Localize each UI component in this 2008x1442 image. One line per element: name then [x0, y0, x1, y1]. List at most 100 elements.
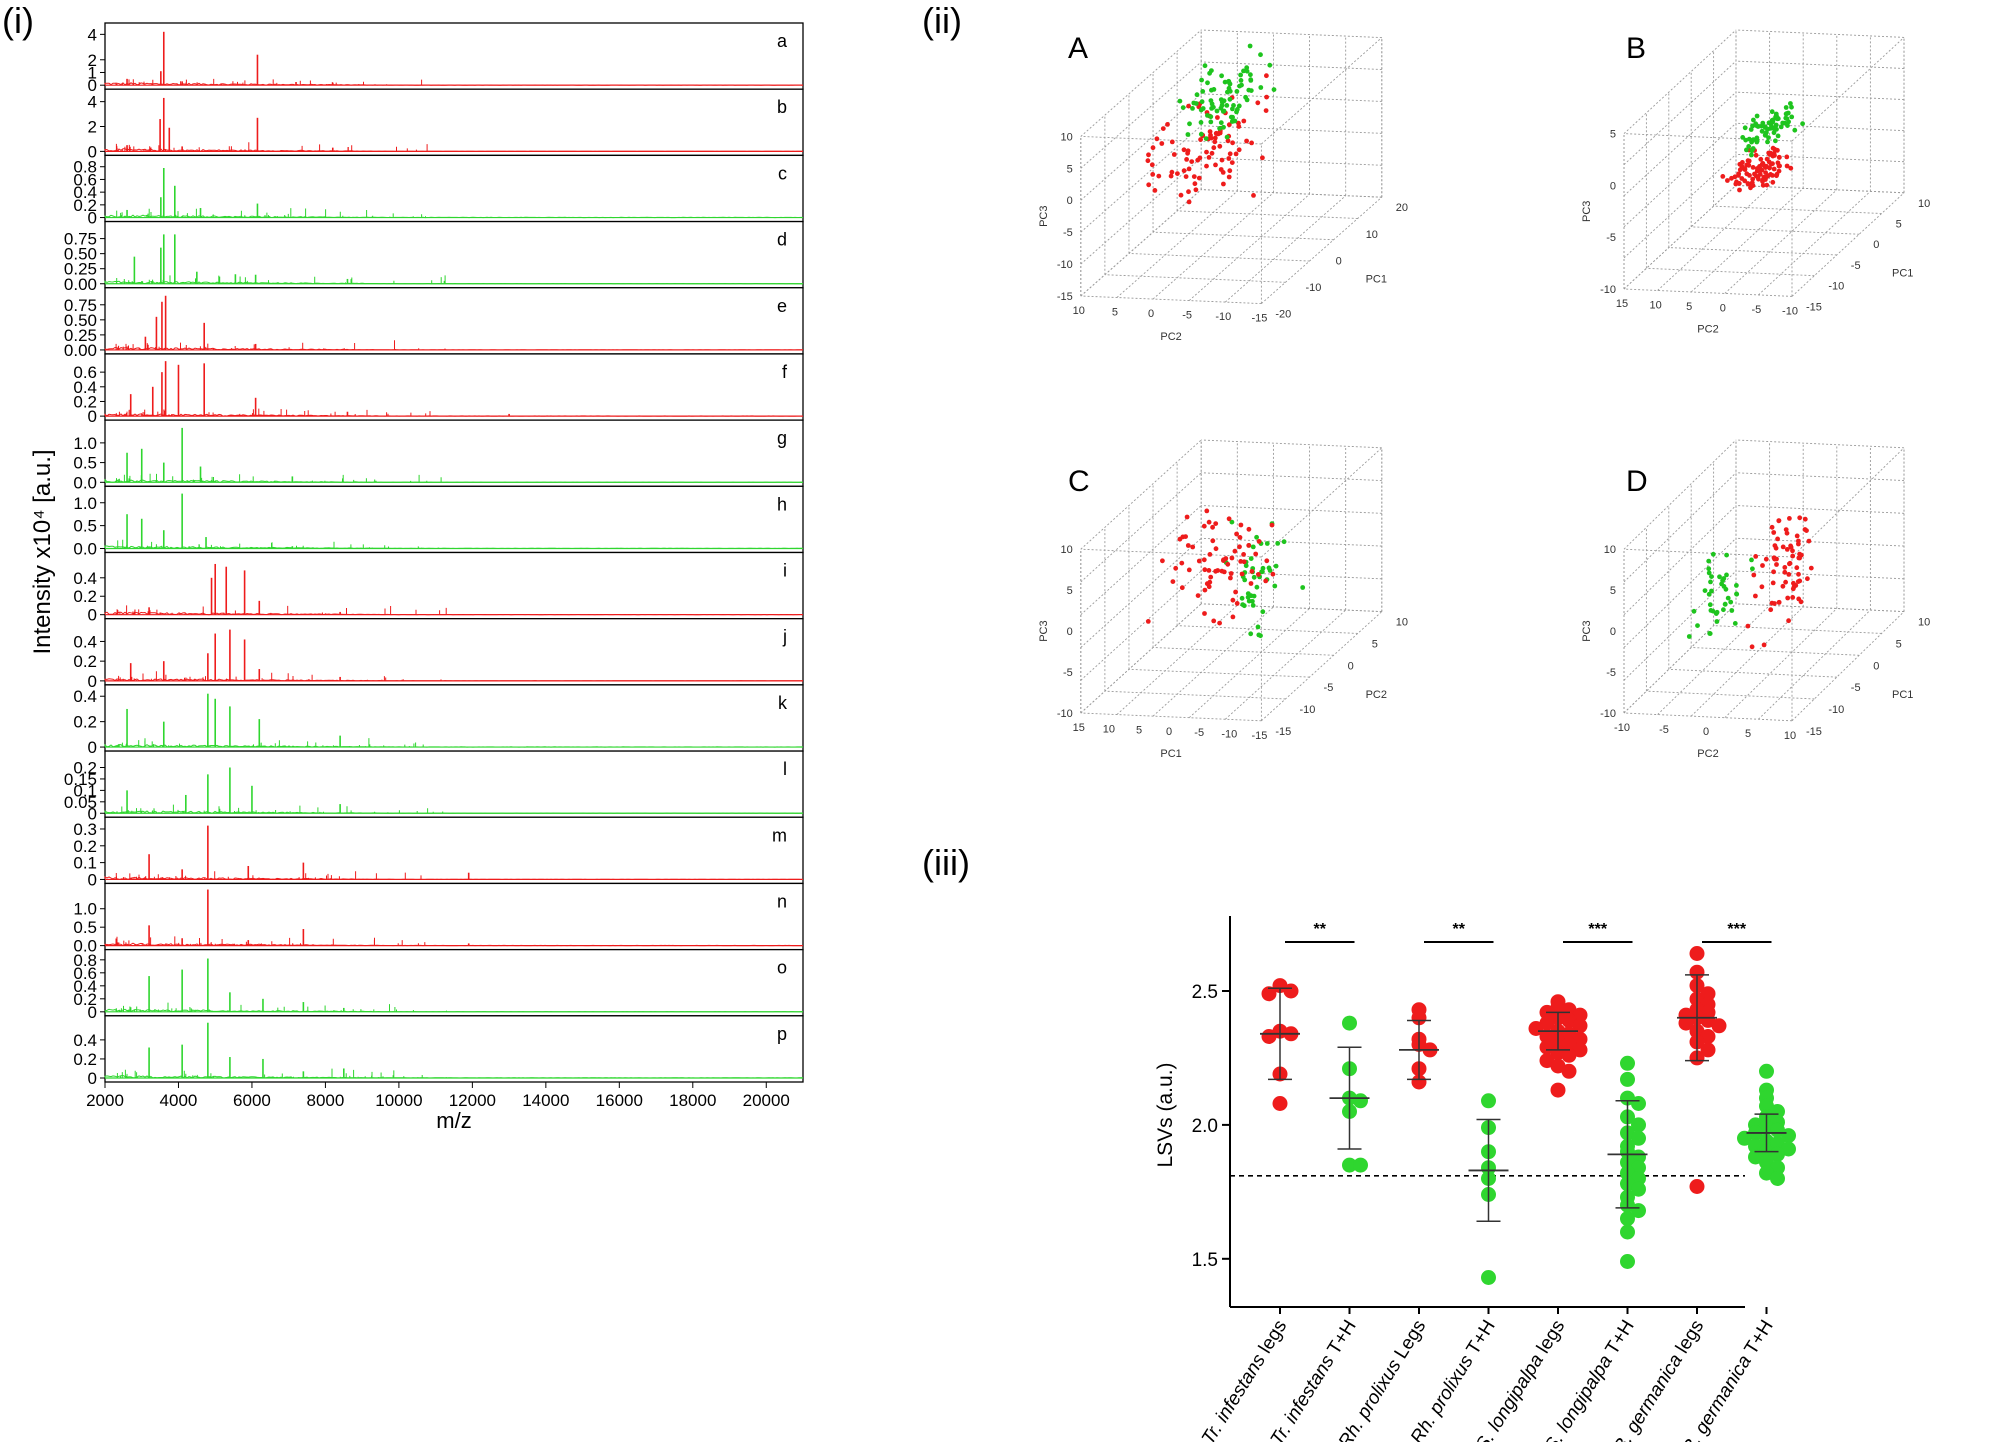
pca-point-red — [1785, 595, 1791, 601]
pca-point-green — [1203, 136, 1209, 142]
pca-point-red — [1186, 567, 1192, 573]
spectrum-frame — [104, 684, 804, 752]
pca-point-red — [1213, 568, 1218, 574]
grid-line — [1623, 122, 1737, 228]
y-tick-label: 0.6 — [73, 170, 97, 189]
pca-point-red — [1177, 536, 1183, 542]
pca-point-red — [1782, 569, 1788, 575]
pca-point-red — [1213, 546, 1219, 552]
box-edge — [1623, 133, 1793, 142]
pca-point-red — [1787, 561, 1792, 567]
pca-point-green — [1785, 110, 1791, 116]
axis-tick-label: 10 — [1396, 617, 1408, 629]
pca-point-red — [1169, 139, 1175, 145]
y-tick-label: 0.4 — [73, 378, 97, 397]
pca-point-green — [1706, 570, 1712, 576]
y-tick-label: 0.50 — [64, 245, 97, 264]
pca-point-green — [1208, 119, 1214, 125]
pca-point-red — [1788, 165, 1794, 171]
axis-tick-label: -10 — [1215, 311, 1231, 323]
spectrum-panel: 00.20.40.60.8 c — [73, 154, 804, 228]
lsv-point — [1353, 1157, 1368, 1173]
axis-tick-label: 5 — [1896, 638, 1902, 650]
pca-point-red — [1186, 103, 1191, 109]
grid-line — [1116, 190, 1238, 298]
lsv-point — [1550, 1082, 1566, 1098]
y-tick-label: 0.1 — [73, 781, 97, 800]
axis-tick-label: 10 — [1061, 131, 1073, 143]
spectrum-panel: 00.20.40.6 f — [73, 353, 804, 426]
pca-point-red — [1190, 544, 1196, 550]
pca-point-green — [1248, 72, 1253, 78]
grid-line — [1735, 505, 1905, 514]
spectrum-panel: 0.000.250.500.75 d — [64, 220, 804, 294]
pca-point-red — [1170, 579, 1176, 584]
axis-tick-label: -10 — [1600, 708, 1616, 720]
x-tick-label: 8000 — [307, 1091, 345, 1110]
pca-point-green — [1264, 541, 1270, 546]
pca-point-red — [1720, 174, 1726, 179]
spectrum-letter: f — [782, 362, 788, 382]
pca-point-red — [1204, 149, 1209, 155]
lsv-point — [1678, 1015, 1694, 1031]
axis-tick-label: -5 — [1324, 682, 1334, 694]
significance-label: *** — [1588, 921, 1607, 938]
pca-point-red — [1790, 548, 1795, 554]
spectrum-panel: 00.20.4 j — [73, 618, 804, 691]
y-tick-label: 0 — [88, 1069, 97, 1088]
y-tick-label: 0 — [88, 804, 97, 823]
pca-point-green — [1749, 152, 1754, 158]
grid-line — [1201, 439, 1382, 449]
pca-point-red — [1263, 578, 1269, 584]
axis-title: PC2 — [1366, 689, 1387, 701]
grid-line — [1080, 439, 1202, 550]
pca-point-green — [1243, 563, 1249, 569]
pca-point-red — [1768, 607, 1774, 613]
pca-point-red — [1249, 140, 1254, 146]
spectrum-panel: 00.20.4 p — [73, 1015, 804, 1088]
pca-point-red — [1204, 163, 1209, 169]
axis-title: PC1 — [1892, 689, 1913, 701]
y-tick-label: 0.2 — [73, 759, 97, 778]
lsv-point — [1620, 1224, 1635, 1240]
pca-point-red — [1729, 175, 1734, 181]
pca-point-green — [1728, 599, 1734, 605]
grid-line — [1080, 125, 1202, 233]
pca-point-green — [1224, 103, 1230, 108]
axis-tick-label: -5 — [1752, 304, 1762, 316]
y-tick-label: 4 — [88, 93, 97, 112]
pca-point-red — [1226, 122, 1232, 128]
pca-point-green — [1717, 574, 1722, 580]
pca-point-green — [1209, 101, 1215, 107]
pca-point-red — [1742, 178, 1748, 184]
pca-point-green — [1245, 591, 1251, 596]
pca-point-green — [1198, 131, 1204, 137]
lsv-point — [1561, 1047, 1577, 1063]
pca-point-red — [1764, 182, 1770, 188]
pca-point-red — [1208, 574, 1214, 580]
grid-line — [1201, 505, 1382, 514]
lsv-point — [1770, 1146, 1785, 1162]
axis-tick-label: -5 — [1606, 232, 1616, 244]
pca-point-red — [1736, 173, 1741, 178]
axis-tick-label: -10 — [1057, 259, 1073, 271]
pca-point-red — [1784, 163, 1790, 169]
spectrum-frame — [104, 88, 804, 157]
lsv-point — [1561, 1063, 1577, 1079]
pca-point-red — [1750, 176, 1756, 182]
grid-line — [1735, 603, 1905, 613]
pca-point-red — [1759, 167, 1765, 173]
y-tick-label: 0.25 — [64, 260, 97, 279]
spectrum-frame — [104, 1015, 804, 1083]
pca-point-green — [1709, 574, 1714, 579]
pca-point-green — [1238, 78, 1244, 83]
pca-point-red — [1753, 152, 1759, 158]
pca-point-green — [1780, 120, 1786, 126]
pca-point-red — [1184, 157, 1189, 162]
pca-point-red — [1270, 571, 1276, 577]
pca-point-green — [1241, 603, 1247, 609]
grid-line — [1104, 274, 1286, 283]
pca-point-red — [1169, 169, 1175, 175]
pca-point-red — [1246, 526, 1252, 532]
spectrum-frame — [104, 485, 804, 554]
